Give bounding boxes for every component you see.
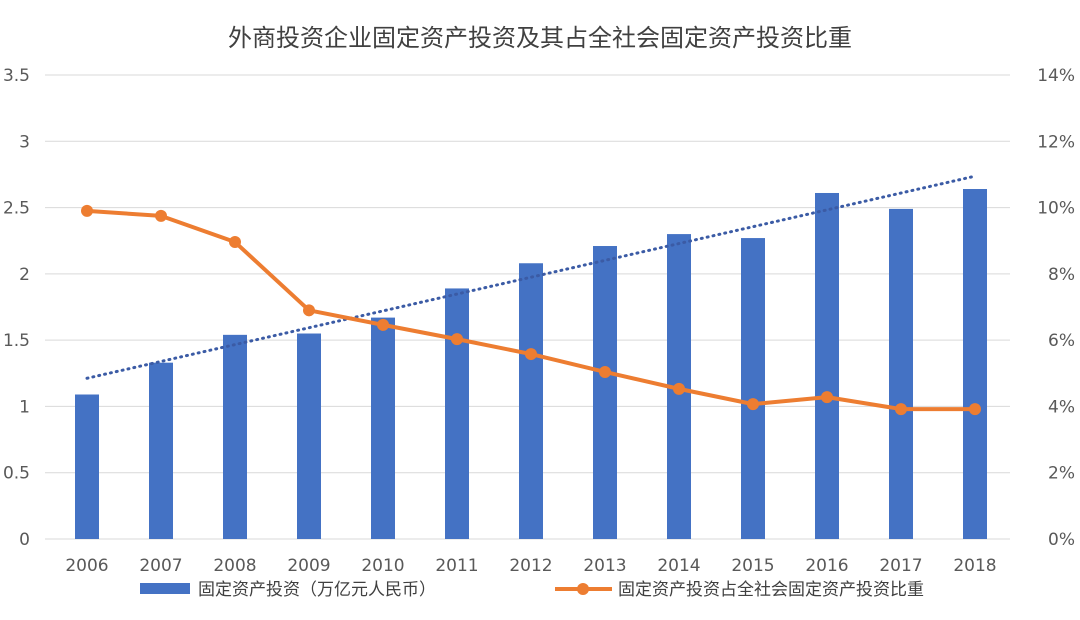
bar [445, 288, 469, 539]
bar [741, 238, 765, 539]
y-left-tick-label: 1 [19, 397, 30, 417]
line-point [525, 348, 537, 361]
y-right-tick-label: 14% [1037, 66, 1075, 86]
y-right-tick-label: 2% [1048, 464, 1075, 484]
bar [815, 192, 839, 539]
y-right-tick-label: 10% [1037, 199, 1075, 219]
legend-bar-label: 固定资产投资（万亿元人民币） [198, 580, 436, 600]
y-left-tick-label: 2.5 [3, 199, 30, 219]
y-right-tick-label: 12% [1037, 132, 1075, 152]
bar [223, 334, 247, 539]
y-right-tick-label: 4% [1048, 397, 1075, 417]
y-left-tick-label: 2 [19, 265, 30, 285]
line-point [229, 236, 241, 249]
x-tick-label: 2015 [731, 556, 774, 576]
x-tick-label: 2007 [139, 556, 182, 576]
x-tick-label: 2008 [213, 556, 256, 576]
y-left-tick-label: 1.5 [3, 331, 30, 351]
x-tick-label: 2013 [583, 556, 626, 576]
bar [519, 263, 543, 539]
x-tick-label: 2006 [65, 556, 108, 576]
line-point [895, 403, 907, 416]
y-right-tick-label: 8% [1048, 265, 1075, 285]
legend-line-marker [577, 583, 589, 595]
x-tick-label: 2012 [509, 556, 552, 576]
line-point [969, 403, 981, 416]
line-point [377, 318, 389, 331]
bar [889, 208, 913, 539]
x-tick-label: 2016 [805, 556, 848, 576]
line-point [155, 209, 167, 222]
x-tick-label: 2011 [435, 556, 478, 576]
trendline [85, 174, 977, 380]
bar [75, 394, 99, 539]
line-point [747, 398, 759, 411]
x-tick-label: 2018 [953, 556, 996, 576]
x-tick-label: 2010 [361, 556, 404, 576]
legend-bar-swatch [140, 583, 190, 594]
y-left-tick-label: 3.5 [3, 66, 30, 86]
bar [963, 189, 987, 540]
chart-title: 外商投资企业固定资产投资及其占全社会固定资产投资比重 [228, 24, 852, 52]
bar [593, 246, 617, 539]
legend-line-label: 固定资产投资占全社会固定资产投资比重 [618, 580, 924, 600]
y-right-tick-label: 0% [1048, 530, 1075, 550]
x-tick-label: 2014 [657, 556, 700, 576]
x-tick-label: 2009 [287, 556, 330, 576]
x-tick-label: 2017 [879, 556, 922, 576]
line-point [599, 365, 611, 378]
bar [371, 317, 395, 539]
y-left-tick-label: 0.5 [3, 464, 30, 484]
y-left-tick-label: 0 [19, 530, 30, 550]
line-point [81, 204, 93, 217]
y-left-tick-label: 3 [19, 132, 30, 152]
bar [297, 333, 321, 539]
line-point [673, 382, 685, 395]
line-point [821, 391, 833, 404]
line-point [451, 333, 463, 346]
bar [149, 362, 173, 539]
line-point [303, 304, 315, 317]
y-right-tick-label: 6% [1048, 331, 1075, 351]
